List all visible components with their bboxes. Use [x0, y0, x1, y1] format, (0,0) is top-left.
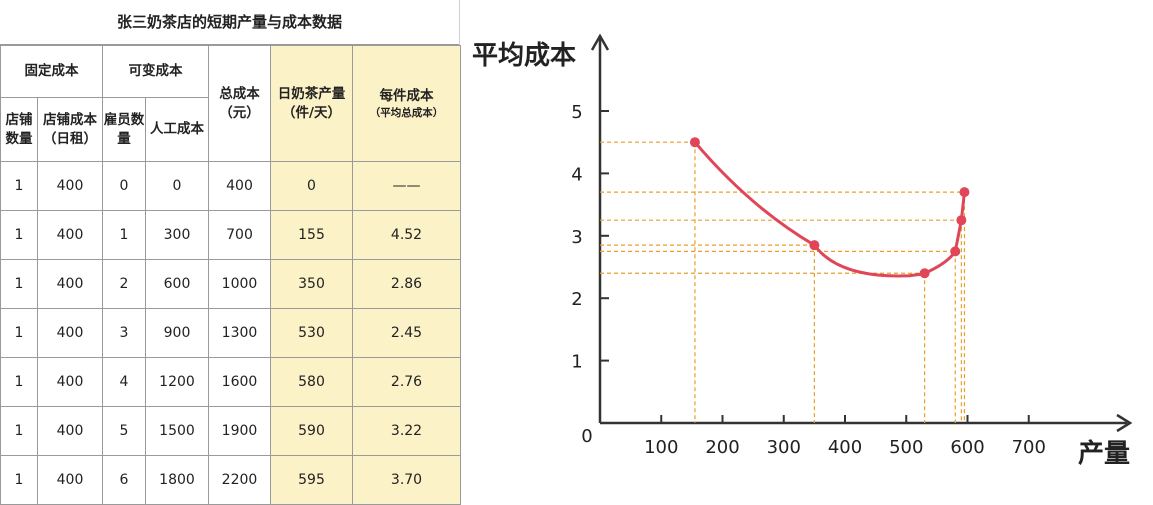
data-point [809, 240, 820, 251]
header-store-rent: 店铺成本（日租） [37, 97, 103, 162]
x-axis-title: 产量 [1078, 439, 1130, 469]
header-daily-output: 日奶茶产量（件/天） [270, 45, 353, 162]
table-cell: 1 [0, 161, 38, 211]
table-cell: 400 [37, 259, 103, 309]
table-cell: 0 [145, 161, 209, 211]
header-unit-cost-label: 每件成本 [379, 88, 434, 105]
table-cell: 300 [145, 210, 209, 260]
table-row: 1 400 1 300 700 155 4.52 [0, 210, 461, 260]
table-cell: 400 [37, 357, 103, 407]
table-cell: 580 [270, 357, 353, 407]
table-cell: 1900 [208, 406, 271, 456]
table-cell: 595 [270, 455, 353, 505]
table-cell: 1500 [145, 406, 209, 456]
table-cell: 0 [102, 161, 146, 211]
average-cost-curve [693, 141, 966, 278]
y-axis-arrow [590, 33, 610, 51]
table-cell: 400 [37, 308, 103, 358]
table-cell: 1200 [145, 357, 209, 407]
header-total-cost: 总成本（元） [208, 45, 271, 162]
data-point [956, 215, 967, 226]
origin-label: 0 [581, 426, 592, 447]
table-cell: 400 [37, 406, 103, 456]
table-cell: 700 [208, 210, 271, 260]
table-cell: 2200 [208, 455, 271, 505]
table-cell: 1000 [208, 259, 271, 309]
y-tick-label: 4 [571, 164, 582, 185]
header-unit-cost-sub: （平均总成本） [369, 106, 444, 119]
table-cell: 1800 [145, 455, 209, 505]
table-cell: 900 [145, 308, 209, 358]
table-cell: 1600 [208, 357, 271, 407]
table-cell: 2.45 [352, 308, 461, 358]
table-cell: 2.86 [352, 259, 461, 309]
table-row: 1 400 6 1800 2200 595 3.70 [0, 455, 461, 505]
x-tick-label: 500 [889, 437, 923, 458]
x-tick-label: 200 [705, 437, 739, 458]
table-cell: 400 [37, 161, 103, 211]
table-row: 1 400 2 600 1000 350 2.86 [0, 259, 461, 309]
table-cell: 590 [270, 406, 353, 456]
table-cell: —— [352, 161, 461, 211]
table-title: 张三奶茶店的短期产量与成本数据 [0, 0, 459, 45]
data-point [959, 187, 970, 198]
table-cell: 2.76 [352, 357, 461, 407]
table-cell: 400 [37, 455, 103, 505]
y-tick-label: 5 [571, 102, 582, 123]
cost-table: 固定成本 可变成本 总成本（元） 日奶茶产量（件/天） 每件成本 （平均总成本）… [0, 45, 461, 505]
table-cell: 400 [37, 210, 103, 260]
table-cell: 1 [0, 259, 38, 309]
x-tick-label: 100 [644, 437, 678, 458]
table-cell: 3 [102, 308, 146, 358]
table-row: 1 400 4 1200 1600 580 2.76 [0, 357, 461, 407]
data-point [950, 246, 961, 257]
table-cell: 6 [102, 455, 146, 505]
table-cell: 1 [0, 210, 38, 260]
table-cell: 155 [270, 210, 353, 260]
header-employee-count: 雇员数量 [102, 97, 146, 162]
table-cell: 3.22 [352, 406, 461, 456]
table-cell: 0 [270, 161, 353, 211]
table-cell: 1 [102, 210, 146, 260]
table-cell: 1300 [208, 308, 271, 358]
table-cell: 600 [145, 259, 209, 309]
x-tick-label: 300 [767, 437, 801, 458]
y-axis-title: 平均成本 [472, 41, 576, 71]
table-cell: 4.52 [352, 210, 461, 260]
table-cell: 350 [270, 259, 353, 309]
table-cell: 3.70 [352, 455, 461, 505]
y-tick-label: 3 [571, 227, 582, 248]
table-cell: 2 [102, 259, 146, 309]
x-tick-label: 700 [1012, 437, 1046, 458]
x-axis-arrow [1116, 413, 1133, 433]
table-cell: 1 [0, 406, 38, 456]
header-variable-cost: 可变成本 [102, 45, 209, 98]
header-store-count: 店铺数量 [0, 97, 38, 162]
data-point [919, 268, 930, 279]
header-labor-cost: 人工成本 [145, 97, 209, 162]
x-tick-label: 600 [950, 437, 984, 458]
header-fixed-cost: 固定成本 [0, 45, 103, 98]
average-cost-chart: 100 200 300 400 500 600 700 1 2 3 4 5 0 平均成本产量 [462, 0, 1153, 492]
table-row: 1 400 3 900 1300 530 2.45 [0, 308, 461, 358]
y-tick-label: 2 [571, 289, 582, 310]
header-unit-cost: 每件成本 （平均总成本） [352, 45, 461, 162]
table-row: 1 400 0 0 400 0 —— [0, 161, 461, 211]
table-cell: 1 [0, 357, 38, 407]
table-cell: 5 [102, 406, 146, 456]
table-cell: 1 [0, 308, 38, 358]
table-cell: 4 [102, 357, 146, 407]
cost-table-panel: 张三奶茶店的短期产量与成本数据 固定成本 可变成本 总成本（元） 日奶茶产量（件… [0, 0, 461, 505]
x-tick-label: 400 [828, 437, 862, 458]
data-point [689, 137, 700, 148]
table-cell: 1 [0, 455, 38, 505]
y-tick-label: 1 [571, 352, 582, 373]
table-cell: 530 [270, 308, 353, 358]
table-row: 1 400 5 1500 1900 590 3.22 [0, 406, 461, 456]
table-cell: 400 [208, 161, 271, 211]
